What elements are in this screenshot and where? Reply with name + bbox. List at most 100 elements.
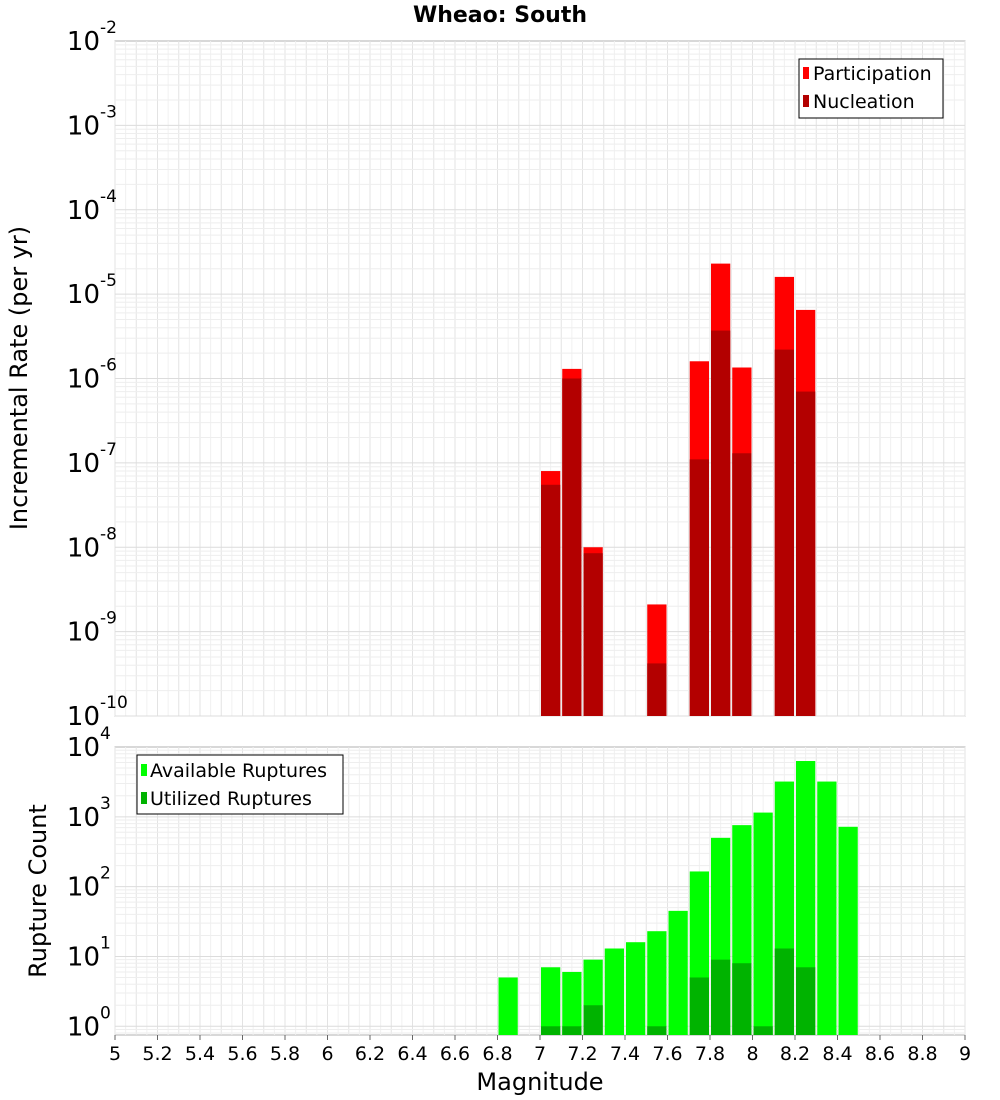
rate-y-tick-exponent: -10 (100, 693, 128, 713)
count-plot-x-ticks: 5 5.2 5.4 5.6 5.8 6 6.2 6.4 6.6 6.8 7 7.2 7.4 7.6 7.8 8… (109, 1035, 971, 1065)
count-bar-available-ruptures (753, 812, 773, 1035)
count-bar-available-ruptures (668, 910, 688, 1035)
rate-y-tick-label: 10 (67, 27, 100, 57)
x-tick-label: 5.6 (227, 1043, 257, 1065)
count-y-tick-label: 10 (67, 1012, 100, 1042)
rate-plot-legend: Participation Nucleation (798, 58, 944, 119)
count-bar-available-ruptures (562, 971, 582, 1035)
rate-y-tick-label: 10 (67, 365, 100, 395)
count-y-tick-label: 10 (67, 733, 100, 763)
count-y-tick-label: 10 (67, 803, 100, 833)
count-bar-utilized-ruptures (583, 1005, 603, 1035)
legend-label-available: Available Ruptures (150, 760, 327, 782)
rate-plot-bars (541, 263, 816, 716)
legend-swatch-participation (803, 67, 809, 79)
count-bar-available-ruptures (796, 761, 816, 1035)
count-plot-bars (498, 761, 858, 1035)
x-axis-label: Magnitude (476, 1068, 603, 1096)
count-bar-available-ruptures (604, 948, 624, 1035)
rate-y-tick-exponent: -2 (100, 18, 117, 38)
x-tick-label: 8.8 (907, 1043, 937, 1065)
rate-y-tick-exponent: -7 (100, 440, 117, 460)
legend-label-nucleation: Nucleation (813, 91, 915, 113)
rate-y-tick-label: 10 (67, 196, 100, 226)
rate-y-tick-exponent: -8 (100, 524, 117, 544)
x-tick-label: 6.8 (482, 1043, 512, 1065)
x-tick-label: 8.4 (822, 1043, 852, 1065)
count-bar-utilized-ruptures (732, 963, 752, 1035)
count-bar-available-ruptures (647, 931, 667, 1035)
count-bar-available-ruptures (817, 781, 837, 1035)
rate-plot-y-axis-label: Incremental Rate (per yr) (5, 226, 33, 530)
count-plot-legend: Available Ruptures Utilized Ruptures (136, 754, 344, 815)
count-bar-utilized-ruptures (647, 1026, 667, 1035)
legend-label-utilized: Utilized Ruptures (150, 788, 312, 810)
x-tick-label: 7 (534, 1043, 546, 1065)
count-bar-utilized-ruptures (753, 1026, 773, 1035)
count-bar-available-ruptures (838, 826, 858, 1035)
count-plot-y-axis-label: Rupture Count (24, 804, 52, 978)
count-bar-available-ruptures (498, 977, 518, 1035)
x-tick-label: 6.6 (440, 1043, 470, 1065)
rate-y-tick-exponent: -9 (100, 609, 117, 629)
x-tick-label: 5.8 (270, 1043, 300, 1065)
rate-y-tick-exponent: -6 (100, 356, 117, 376)
count-y-tick-label: 10 (67, 942, 100, 972)
x-tick-label: 7.8 (695, 1043, 725, 1065)
count-y-tick-exponent: 2 (100, 864, 111, 884)
x-tick-label: 8 (746, 1043, 758, 1065)
rate-bar-nucleation (541, 484, 561, 716)
rate-y-tick-label: 10 (67, 702, 100, 732)
x-tick-label: 5 (109, 1043, 121, 1065)
x-tick-label: 6.4 (397, 1043, 427, 1065)
x-tick-label: 7.6 (652, 1043, 682, 1065)
count-bar-utilized-ruptures (562, 1026, 582, 1035)
x-tick-label: 7.4 (610, 1043, 640, 1065)
count-bar-utilized-ruptures (689, 977, 709, 1035)
rate-y-tick-label: 10 (67, 449, 100, 479)
rate-bar-nucleation (774, 349, 794, 716)
rate-y-tick-label: 10 (67, 618, 100, 648)
x-tick-label: 5.2 (142, 1043, 172, 1065)
legend-swatch-nucleation (803, 95, 809, 107)
x-tick-label: 8.2 (780, 1043, 810, 1065)
count-bar-available-ruptures (541, 967, 561, 1035)
count-bar-utilized-ruptures (774, 948, 794, 1035)
count-y-tick-exponent: 3 (100, 794, 111, 814)
legend-box (136, 754, 344, 815)
count-y-tick-exponent: 4 (100, 724, 111, 744)
chart-title: Wheao: South (413, 3, 587, 28)
rate-y-tick-label: 10 (67, 280, 100, 310)
rate-y-tick-exponent: -4 (100, 187, 117, 207)
rate-bar-nucleation (796, 391, 816, 716)
legend-swatch-utilized (141, 792, 147, 804)
rate-bar-nucleation (647, 663, 667, 716)
rate-bar-nucleation (732, 453, 752, 716)
rate-bar-nucleation (562, 378, 582, 716)
legend-box (798, 58, 944, 119)
count-bar-utilized-ruptures (796, 967, 816, 1035)
count-y-tick-exponent: 0 (100, 1003, 111, 1023)
x-tick-label: 6 (321, 1043, 333, 1065)
count-y-tick-label: 10 (67, 873, 100, 903)
rate-y-tick-label: 10 (67, 111, 100, 141)
count-bar-utilized-ruptures (711, 959, 731, 1035)
rate-bar-nucleation (689, 459, 709, 716)
x-tick-label: 7.2 (567, 1043, 597, 1065)
legend-label-participation: Participation (813, 63, 932, 85)
rate-bar-nucleation (583, 553, 603, 716)
rate-y-tick-label: 10 (67, 533, 100, 563)
count-bar-utilized-ruptures (541, 1026, 561, 1035)
x-tick-label: 8.6 (865, 1043, 895, 1065)
rate-y-tick-exponent: -5 (100, 271, 117, 291)
rate-plot-grid (114, 41, 966, 717)
legend-swatch-available (141, 764, 147, 776)
x-tick-label: 9 (959, 1043, 971, 1065)
rate-bar-nucleation (711, 330, 731, 716)
x-tick-label: 5.4 (185, 1043, 215, 1065)
